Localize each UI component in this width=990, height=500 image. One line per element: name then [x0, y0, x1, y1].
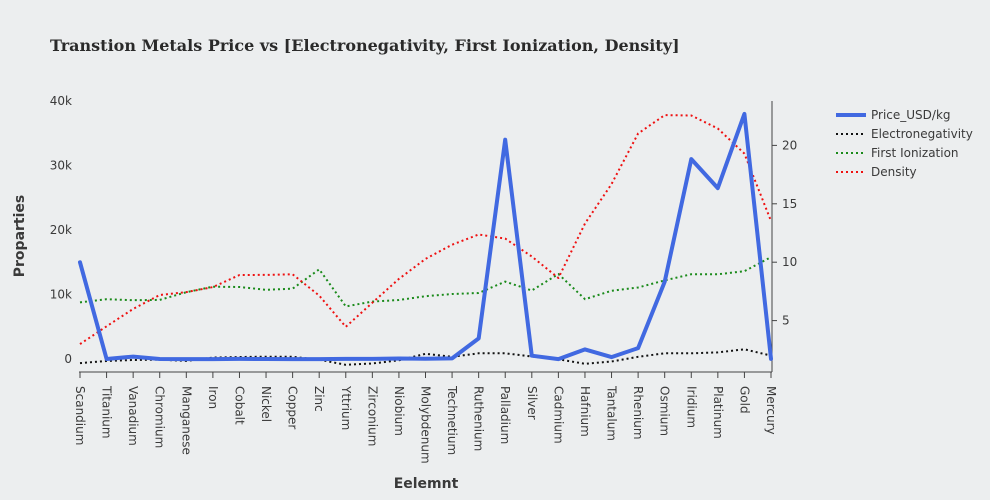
x-tick-label: Osmium — [658, 386, 672, 436]
x-tick-label: Cobalt — [232, 386, 246, 425]
y2-axis-ticks: 5 10 15 20 — [772, 138, 797, 328]
x-tick-label: Nickel — [259, 386, 273, 422]
y2-tick-label: 15 — [782, 197, 797, 211]
y-tick-label: 30k — [50, 159, 72, 173]
x-tick-label: Manganese — [179, 386, 193, 455]
legend-label: Density — [871, 165, 917, 179]
x-tick-label: Cadmium — [551, 386, 565, 444]
chart-title: Transtion Metals Price vs [Electronegati… — [50, 36, 680, 55]
x-axis-title: Eelemnt — [394, 476, 459, 492]
x-tick-label: Copper — [286, 386, 300, 429]
x-tick-label: Vanadium — [126, 386, 140, 446]
x-tick-label: Chromium — [153, 386, 167, 448]
x-tick-label: Palladium — [498, 386, 512, 444]
series-layer — [78, 111, 773, 366]
series-line-first-ionization — [79, 256, 772, 308]
x-tick-label: Zinc — [312, 386, 326, 412]
legend-label: Price_USD/kg — [871, 108, 951, 122]
legend-label: Electronegativity — [871, 127, 973, 141]
y-axis-ticks: 0 10k 20k 30k 40k — [50, 94, 72, 366]
x-tick-label: Scandium — [73, 386, 87, 445]
y-tick-label: 10k — [50, 288, 72, 302]
x-tick-label: Mercury — [764, 386, 778, 435]
x-axis-ticks: Scandium Titanium Vanadium Chromium Manganes… — [73, 372, 778, 464]
x-tick-label: Niobium — [392, 386, 406, 436]
legend-label: First Ionization — [871, 146, 959, 160]
x-tick-label: Iron — [206, 386, 220, 409]
x-tick-label: Platinum — [711, 386, 725, 439]
y2-tick-label: 5 — [782, 314, 790, 328]
x-tick-label: Zirconium — [365, 386, 379, 446]
y-tick-label: 0 — [64, 352, 72, 366]
x-tick-label: Rhenium — [631, 386, 645, 440]
x-tick-label: Ruthenium — [472, 386, 486, 451]
y-tick-label: 20k — [50, 223, 72, 237]
series-line-density — [79, 114, 772, 345]
series-line-price-usd-kg — [78, 111, 773, 362]
x-tick-label: Technetium — [445, 385, 459, 455]
x-tick-label: Hafnium — [578, 386, 592, 437]
legend: Price_USD/kg Electronegativity First Ioniz… — [836, 108, 973, 179]
x-tick-label: Gold — [737, 386, 751, 414]
y-axis-title: Proparties — [12, 195, 28, 277]
x-tick-label: Iridium — [684, 386, 698, 428]
x-tick-label: Tantalum — [605, 385, 619, 441]
x-tick-label: Titanium — [100, 385, 114, 439]
y-tick-label: 40k — [50, 94, 72, 108]
x-tick-label: Silver — [525, 386, 539, 420]
y2-tick-label: 20 — [782, 138, 797, 152]
x-tick-label: Yttrium — [339, 385, 353, 430]
y2-tick-label: 10 — [782, 255, 797, 269]
x-tick-label: Molybdenum — [419, 386, 433, 464]
